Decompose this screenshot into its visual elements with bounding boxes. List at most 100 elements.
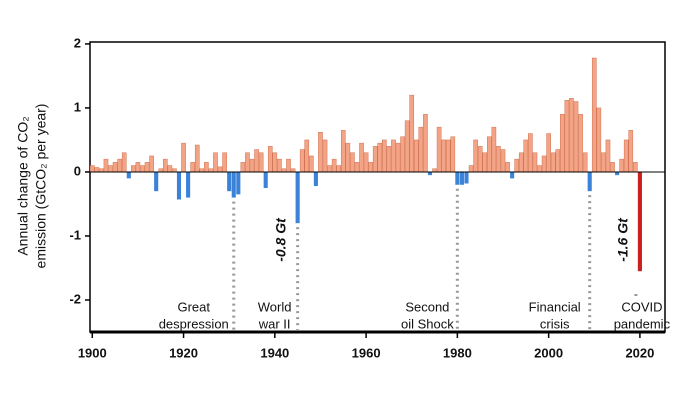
bar <box>222 152 227 173</box>
bar <box>500 149 506 173</box>
bar <box>108 165 113 173</box>
bar <box>231 171 236 198</box>
bar <box>245 152 250 173</box>
y-axis-label: Annual change of CO₂ <box>15 116 31 255</box>
x-tick-label: 1960 <box>352 345 381 360</box>
bar <box>473 139 478 173</box>
x-tick-label: 1940 <box>260 345 289 360</box>
bar <box>176 171 182 200</box>
bar <box>190 162 195 173</box>
bar <box>327 165 332 173</box>
bar <box>441 139 446 173</box>
bar <box>423 114 428 173</box>
bar <box>409 94 415 173</box>
x-tick-label: 1920 <box>169 345 198 360</box>
bar <box>550 152 556 173</box>
bar <box>382 139 387 173</box>
bar <box>194 144 200 173</box>
bar <box>363 152 369 173</box>
bar <box>573 101 579 173</box>
bar <box>359 142 364 173</box>
bar <box>450 136 456 173</box>
event-label: oil Shock <box>401 316 454 331</box>
event-label: pandemic <box>614 316 671 331</box>
bar <box>117 158 122 173</box>
bar <box>331 158 337 173</box>
bar <box>418 126 424 173</box>
bar <box>154 171 159 192</box>
bar <box>528 133 533 173</box>
bar <box>249 158 255 173</box>
bar <box>240 162 246 173</box>
bar <box>318 132 323 173</box>
x-tick-label: 1980 <box>443 345 472 360</box>
bar <box>299 149 305 173</box>
bar <box>596 107 602 173</box>
bar <box>340 130 346 173</box>
x-tick-label: 1900 <box>78 345 107 360</box>
bar <box>523 139 529 173</box>
event-label: World <box>258 299 292 314</box>
bar <box>532 152 538 173</box>
bar <box>477 146 483 173</box>
bar <box>413 139 419 173</box>
bar <box>628 130 634 173</box>
bar <box>167 165 173 173</box>
bar <box>213 152 218 173</box>
bar <box>227 171 232 192</box>
bar <box>505 162 510 173</box>
bar <box>131 165 136 173</box>
y-tick-label: -1 <box>69 227 81 242</box>
event-label: war II <box>258 316 291 331</box>
bar <box>354 162 360 173</box>
bar <box>103 158 109 173</box>
bar <box>455 171 460 185</box>
bar <box>482 152 488 173</box>
bar <box>254 149 259 173</box>
bar <box>121 152 127 173</box>
bar <box>496 146 501 173</box>
bar <box>633 162 638 173</box>
bar <box>615 171 620 176</box>
bar <box>587 171 592 192</box>
bar <box>591 57 597 173</box>
bar <box>267 146 273 173</box>
bar <box>623 139 629 173</box>
bar <box>181 142 186 173</box>
bar <box>368 162 373 173</box>
bar <box>94 167 100 173</box>
y-tick-label: 1 <box>74 99 81 114</box>
bar <box>126 171 131 179</box>
bar <box>377 142 383 173</box>
value-annotation: -1.6 Gt <box>615 217 631 262</box>
bar <box>491 126 497 173</box>
bar <box>569 98 574 173</box>
y-tick-label: -2 <box>69 291 81 306</box>
event-label: Financial <box>529 299 581 314</box>
bar <box>610 162 615 173</box>
value-annotation: -0.8 Gt <box>272 217 288 262</box>
bar <box>637 171 642 272</box>
bar <box>258 152 264 173</box>
bar <box>560 114 565 173</box>
y-tick-label: 0 <box>74 163 81 178</box>
bar <box>619 158 624 173</box>
bar <box>322 139 328 173</box>
bar <box>445 139 451 173</box>
bar <box>464 171 469 184</box>
x-tick-label: 2020 <box>625 345 654 360</box>
y-tick-label: 2 <box>74 35 81 50</box>
bar <box>391 139 396 173</box>
bar <box>578 114 583 173</box>
bar <box>582 152 588 173</box>
event-label: despression <box>159 316 229 331</box>
bar <box>336 165 342 173</box>
bar <box>510 171 515 179</box>
event-label: Second <box>405 299 449 314</box>
bar <box>555 149 561 173</box>
bar <box>144 162 150 173</box>
bar <box>514 158 519 173</box>
bar <box>236 171 241 195</box>
bar <box>286 158 291 173</box>
